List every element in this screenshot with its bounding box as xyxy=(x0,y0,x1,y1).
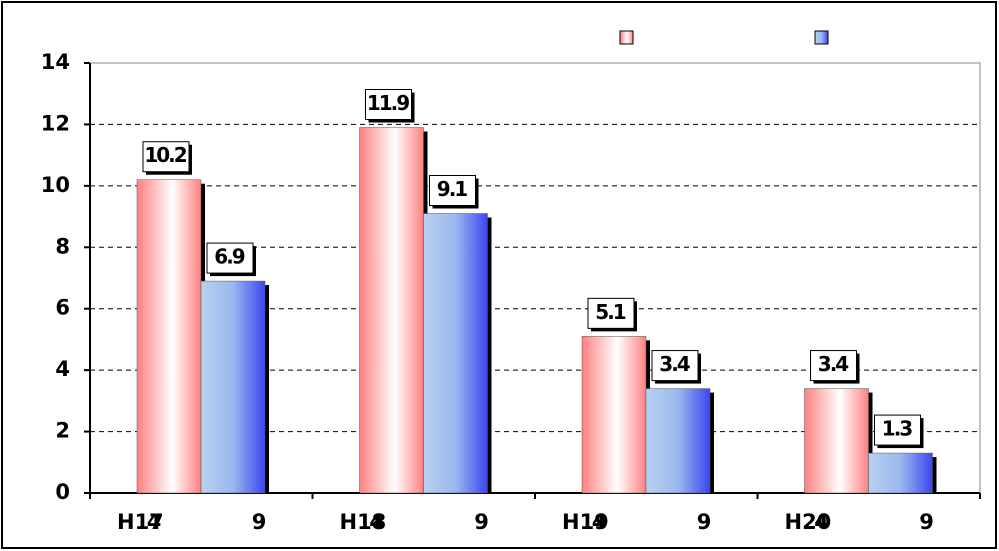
value-label-box xyxy=(206,242,254,274)
value-label-box xyxy=(651,350,699,382)
bar xyxy=(359,127,424,494)
x-tick-label: H18 xyxy=(340,510,387,534)
y-tick-label: 10 xyxy=(41,173,70,197)
x-tick-label: H19 xyxy=(562,510,609,534)
bar xyxy=(868,452,933,494)
value-label-box xyxy=(429,175,476,206)
value-label: 6.9 xyxy=(214,245,245,269)
x-bar-label: 4 xyxy=(592,510,607,534)
x-bar-label: 4 xyxy=(814,510,829,534)
value-label-box xyxy=(587,297,635,329)
legend-swatch xyxy=(814,30,829,45)
bar xyxy=(423,213,488,494)
bar xyxy=(804,388,869,494)
bar xyxy=(136,179,202,494)
value-label: 11.9 xyxy=(367,91,409,115)
x-bar-label: 9 xyxy=(697,510,712,534)
y-tick-label: 0 xyxy=(55,480,70,504)
value-label: 9.1 xyxy=(437,177,468,201)
y-tick-label: 12 xyxy=(41,111,70,135)
value-label-box xyxy=(874,414,921,446)
value-label: 10.2 xyxy=(144,143,186,167)
x-tick-label: H20 xyxy=(785,510,832,534)
y-tick-label: 14 xyxy=(41,50,70,74)
bar xyxy=(200,280,266,494)
x-bar-label: 9 xyxy=(919,510,934,534)
y-tick-label: 8 xyxy=(55,234,70,258)
y-tick-label: 4 xyxy=(55,357,70,381)
legend-swatch xyxy=(619,30,634,45)
x-bar-label: 4 xyxy=(369,510,384,534)
y-tick-label: 2 xyxy=(55,419,70,443)
x-bar-label: 9 xyxy=(474,510,489,534)
x-bar-label: 9 xyxy=(252,510,267,534)
value-label: 1.3 xyxy=(882,417,913,441)
x-bar-label: 4 xyxy=(147,510,162,534)
value-label: 3.4 xyxy=(818,352,849,376)
bar xyxy=(645,388,711,494)
bar xyxy=(581,336,647,494)
value-label-box xyxy=(365,89,412,120)
value-label: 3.4 xyxy=(659,352,690,376)
value-label-box xyxy=(142,141,190,173)
y-tick-label: 6 xyxy=(55,296,70,320)
value-label-box xyxy=(810,350,857,382)
value-label: 5.1 xyxy=(595,300,626,324)
x-tick-label: H17 xyxy=(117,510,164,534)
